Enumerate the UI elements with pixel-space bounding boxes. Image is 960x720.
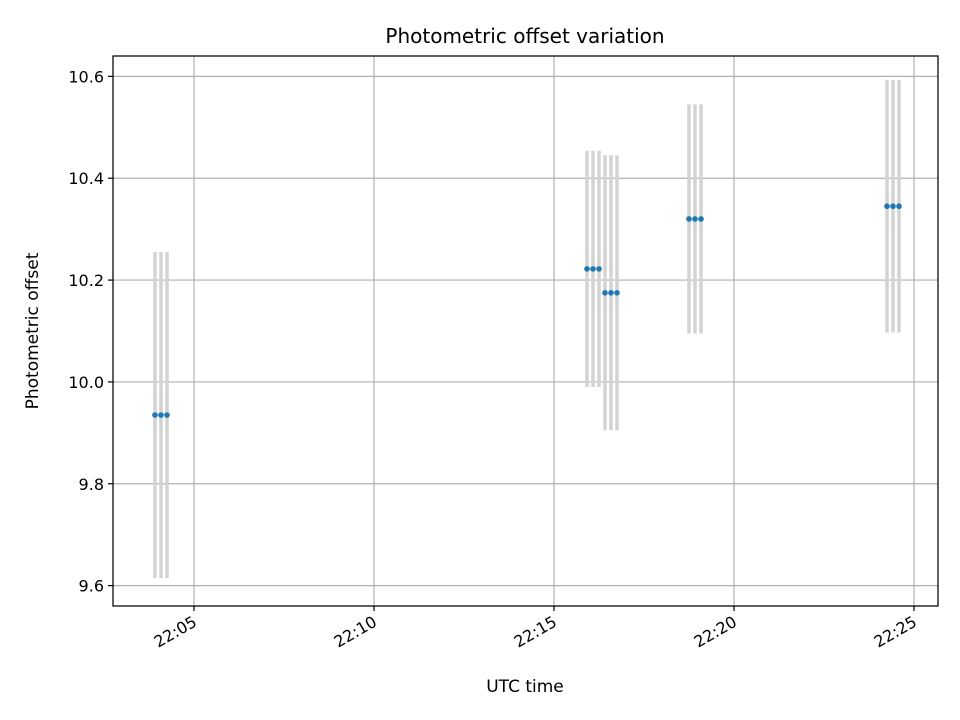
data-point	[608, 290, 614, 296]
y-axis-label: Photometric offset	[23, 252, 43, 409]
y-tick-label: 9.8	[79, 475, 104, 494]
data-point	[596, 266, 602, 272]
data-point	[602, 290, 608, 296]
data-point	[698, 216, 704, 222]
x-axis-label: UTC time	[486, 677, 564, 697]
y-tick-label: 10.0	[68, 373, 104, 392]
plot-area-frame	[112, 55, 939, 607]
y-tick-label: 10.6	[68, 67, 104, 86]
y-axis-ticks: 9.6 9.8 10.0 10.2 10.4 10.6	[68, 67, 113, 596]
data-point	[590, 266, 596, 272]
y-tick-label: 9.6	[79, 577, 104, 596]
data-point	[692, 216, 698, 222]
y-tick-label: 10.4	[68, 169, 104, 188]
data-point	[158, 412, 164, 418]
data-point	[614, 290, 620, 296]
data-points	[152, 203, 902, 418]
y-tick-label: 10.2	[68, 271, 104, 290]
chart-title: Photometric offset variation	[385, 24, 664, 48]
data-point	[890, 203, 896, 210]
data-point	[896, 203, 902, 210]
data-point	[152, 412, 158, 418]
gridlines	[113, 56, 938, 606]
data-point	[884, 203, 890, 210]
data-point	[164, 412, 170, 418]
data-point	[686, 216, 692, 222]
data-point	[584, 266, 590, 272]
